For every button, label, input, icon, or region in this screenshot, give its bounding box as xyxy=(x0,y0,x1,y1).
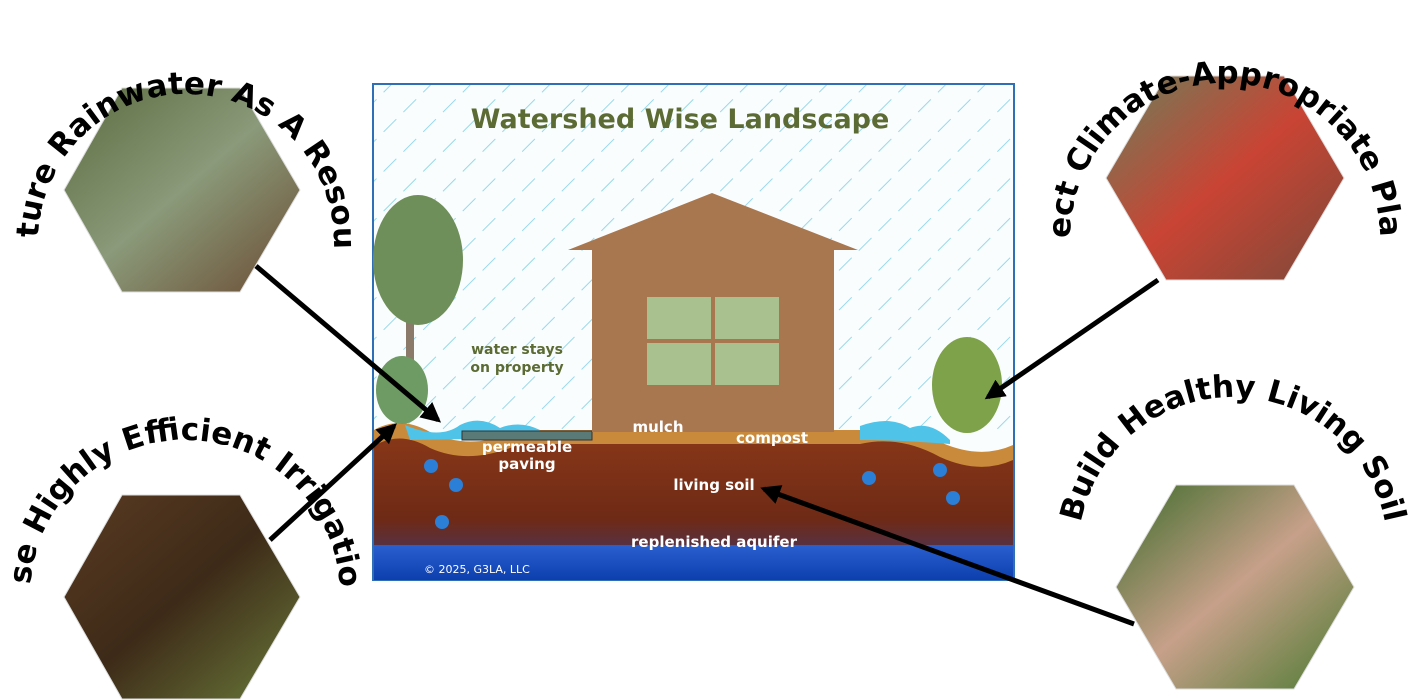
copyright: © 2025, G3LA, LLC xyxy=(424,563,530,576)
label: compost xyxy=(736,429,808,447)
note: water stays xyxy=(471,342,563,358)
label: living soil xyxy=(673,476,754,494)
label: permeable xyxy=(482,438,572,456)
label: replenished aquifer xyxy=(631,533,798,551)
photo-irrigation xyxy=(64,495,300,699)
photo-soil xyxy=(1116,485,1354,689)
title: Watershed Wise Landscape xyxy=(471,104,890,135)
tree xyxy=(373,195,463,325)
label: mulch xyxy=(632,418,683,436)
shrub xyxy=(932,337,1002,433)
page: Capture Rainwater As A Resource Select C… xyxy=(0,0,1408,700)
label: paving xyxy=(498,455,555,473)
note: on property xyxy=(470,360,563,376)
illustration: Watershed Wise Landscape water stays on … xyxy=(373,84,1014,580)
